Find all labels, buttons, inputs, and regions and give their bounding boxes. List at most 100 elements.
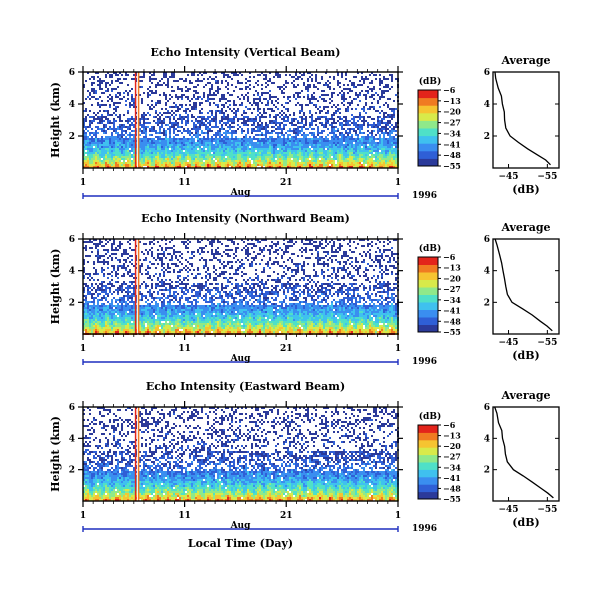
heatmap-cell — [337, 158, 339, 160]
heatmap-cell — [145, 150, 147, 152]
heatmap-cell — [187, 128, 189, 130]
heatmap-cell — [327, 142, 329, 144]
heatmap-cell — [279, 144, 281, 146]
heatmap-cell — [247, 128, 249, 130]
heatmap-cell — [335, 148, 337, 150]
heatmap-cell — [367, 136, 369, 138]
heatmap-cell — [199, 128, 201, 130]
heatmap-cell — [387, 84, 389, 86]
heatmap-cell — [143, 140, 145, 142]
heatmap-cell — [229, 118, 231, 120]
heatmap-cell — [145, 122, 147, 124]
heatmap-cell — [129, 154, 131, 156]
heatmap-cell — [375, 134, 377, 136]
heatmap-cell — [209, 162, 211, 164]
heatmap-cell — [273, 150, 275, 152]
heatmap-cell — [119, 321, 121, 323]
heatmap-cell — [89, 305, 91, 307]
heatmap-cell — [361, 138, 363, 140]
heatmap-cell — [297, 144, 299, 146]
heatmap-cell — [271, 144, 273, 146]
heatmap-cell — [99, 241, 101, 243]
heatmap-cell — [195, 156, 197, 158]
heatmap-cell — [119, 134, 121, 136]
heatmap-cell — [193, 152, 195, 154]
heatmap-cell — [97, 273, 99, 275]
heatmap-cell — [369, 162, 371, 164]
heatmap-cell — [393, 112, 395, 114]
heatmap-cell — [155, 152, 157, 154]
heatmap-cell — [257, 162, 259, 164]
heatmap-cell — [367, 126, 369, 128]
heatmap-cell — [381, 130, 383, 132]
heatmap-cell — [201, 130, 203, 132]
heatmap-cell — [85, 98, 87, 100]
heatmap-cell — [203, 144, 205, 146]
heatmap-cell — [361, 142, 363, 144]
heatmap-cell — [357, 154, 359, 156]
heatmap-cell — [215, 136, 217, 138]
heatmap-cell — [289, 140, 291, 142]
heatmap-cell — [111, 265, 113, 267]
heatmap-cell — [103, 305, 105, 307]
heatmap-cell — [101, 319, 103, 321]
heatmap-cell — [165, 124, 167, 126]
heatmap-cell — [205, 124, 207, 126]
heatmap-cell — [155, 164, 157, 166]
heatmap-cell — [241, 156, 243, 158]
heatmap-cell — [199, 120, 201, 122]
heatmap-cell — [281, 118, 283, 120]
heatmap-cell — [117, 152, 119, 154]
heatmap-cell — [313, 148, 315, 150]
heatmap-cell — [107, 301, 109, 303]
heatmap-cell — [353, 130, 355, 132]
heatmap-cell — [381, 164, 383, 166]
heatmap-cell — [177, 160, 179, 162]
profile-x-label: (dB) — [512, 183, 539, 196]
heatmap-cell — [395, 138, 397, 140]
heatmap-cell — [91, 116, 93, 118]
heatmap-cell — [285, 120, 287, 122]
heatmap-cell — [387, 142, 389, 144]
heatmap-cell — [171, 150, 173, 152]
heatmap-cell — [205, 100, 207, 102]
heatmap-cell — [321, 124, 323, 126]
heatmap-cell — [209, 128, 211, 130]
heatmap-cell — [353, 128, 355, 130]
heatmap-cell — [91, 313, 93, 315]
heatmap-cell — [231, 78, 233, 80]
heatmap-cell — [93, 152, 95, 154]
heatmap-cell — [387, 150, 389, 152]
heatmap-cell — [241, 128, 243, 130]
heatmap-cell — [341, 90, 343, 92]
heatmap-cell — [361, 154, 363, 156]
heatmap-cell — [353, 98, 355, 100]
heatmap-cell — [365, 148, 367, 150]
heatmap-cell — [329, 140, 331, 142]
heatmap-cell — [87, 331, 89, 333]
heatmap-cell — [237, 162, 239, 164]
heatmap-cell — [333, 140, 335, 142]
heatmap-cell — [391, 142, 393, 144]
heatmap-cell — [339, 112, 341, 114]
heatmap-cell — [211, 138, 213, 140]
heatmap-cell — [263, 98, 265, 100]
heatmap-cell — [323, 94, 325, 96]
heatmap-cell — [247, 116, 249, 118]
heatmap-cell — [95, 329, 97, 331]
heatmap-cell — [89, 319, 91, 321]
heatmap-cell — [237, 96, 239, 98]
heatmap-cell — [323, 100, 325, 102]
heatmap-cell — [381, 140, 383, 142]
heatmap-cell — [371, 124, 373, 126]
heatmap-cell — [343, 100, 345, 102]
heatmap-cell — [111, 271, 113, 273]
heatmap-cell — [361, 120, 363, 122]
heatmap-cell — [257, 144, 259, 146]
heatmap-cell — [381, 110, 383, 112]
heatmap-cell — [243, 120, 245, 122]
heatmap-cell — [255, 126, 257, 128]
heatmap-cell — [91, 146, 93, 148]
heatmap-cell — [343, 144, 345, 146]
heatmap-cell — [253, 160, 255, 162]
